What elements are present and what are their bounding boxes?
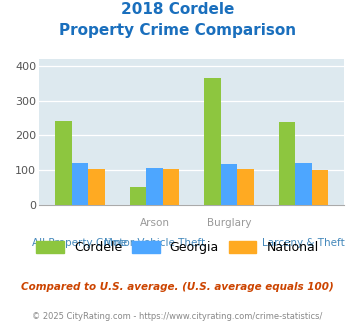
- Text: Compared to U.S. average. (U.S. average equals 100): Compared to U.S. average. (U.S. average …: [21, 282, 334, 292]
- Bar: [237, 169, 253, 205]
- Text: 2018 Cordele: 2018 Cordele: [121, 2, 234, 16]
- Bar: [204, 79, 221, 205]
- Text: Burglary: Burglary: [207, 218, 251, 228]
- Text: Larceny & Theft: Larceny & Theft: [262, 238, 345, 248]
- Text: Motor Vehicle Theft: Motor Vehicle Theft: [104, 238, 205, 248]
- Text: © 2025 CityRating.com - https://www.cityrating.com/crime-statistics/: © 2025 CityRating.com - https://www.city…: [32, 312, 323, 321]
- Bar: [55, 121, 72, 205]
- Bar: [163, 169, 179, 205]
- Text: Property Crime Comparison: Property Crime Comparison: [59, 23, 296, 38]
- Bar: [312, 170, 328, 205]
- Bar: [146, 168, 163, 205]
- Bar: [279, 122, 295, 205]
- Legend: Cordele, Georgia, National: Cordele, Georgia, National: [36, 241, 319, 254]
- Text: Arson: Arson: [140, 218, 169, 228]
- Bar: [72, 163, 88, 205]
- Bar: [88, 169, 105, 205]
- Text: All Property Crime: All Property Crime: [32, 238, 127, 248]
- Bar: [221, 164, 237, 205]
- Bar: [295, 163, 312, 205]
- Bar: [130, 187, 146, 205]
